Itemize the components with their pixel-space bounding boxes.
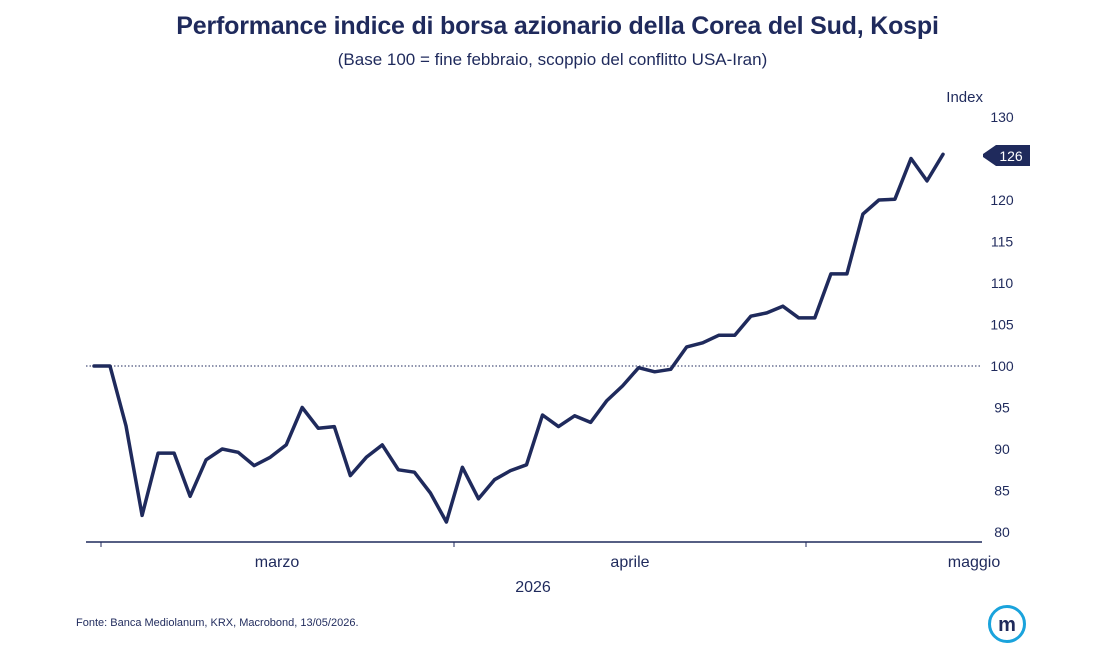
source-note: Fonte: Banca Mediolanum, KRX, Macrobond,… — [76, 617, 359, 629]
x-tick-label-marzo: marzo — [255, 554, 300, 571]
x-axis: marzo aprile maggio 2026 — [86, 541, 1001, 596]
last-value-arrow — [983, 145, 1030, 166]
y-axis-label: Index — [946, 89, 983, 106]
svg-text:m: m — [998, 614, 1016, 636]
y-axis: 80 85 90 95 100 105 110 115 120 130 — [990, 109, 1014, 540]
y-tick-label: 110 — [991, 275, 1014, 291]
last-value-marker: 126 — [983, 145, 1030, 166]
y-tick-label: 95 — [994, 400, 1010, 416]
y-tick-label: 105 — [990, 317, 1014, 333]
chart-title: Performance indice di borsa azionario de… — [176, 12, 939, 40]
brand-logo: m — [987, 604, 1027, 644]
x-tick-label-maggio: maggio — [948, 554, 1001, 571]
x-year-label: 2026 — [515, 579, 551, 596]
y-tick-label: 130 — [990, 109, 1014, 125]
y-tick-label: 120 — [990, 192, 1014, 208]
y-tick-label: 90 — [994, 441, 1010, 457]
y-tick-label: 115 — [991, 234, 1014, 250]
last-value-label: 126 — [999, 148, 1023, 164]
y-tick-label: 85 — [994, 483, 1010, 499]
chart-subtitle: (Base 100 = fine febbraio, scoppio del c… — [337, 50, 768, 69]
y-tick-label: 80 — [994, 524, 1010, 540]
y-tick-label: 100 — [990, 358, 1014, 374]
series-line-kospi — [92, 152, 945, 524]
x-tick-label-aprile: aprile — [610, 554, 649, 571]
